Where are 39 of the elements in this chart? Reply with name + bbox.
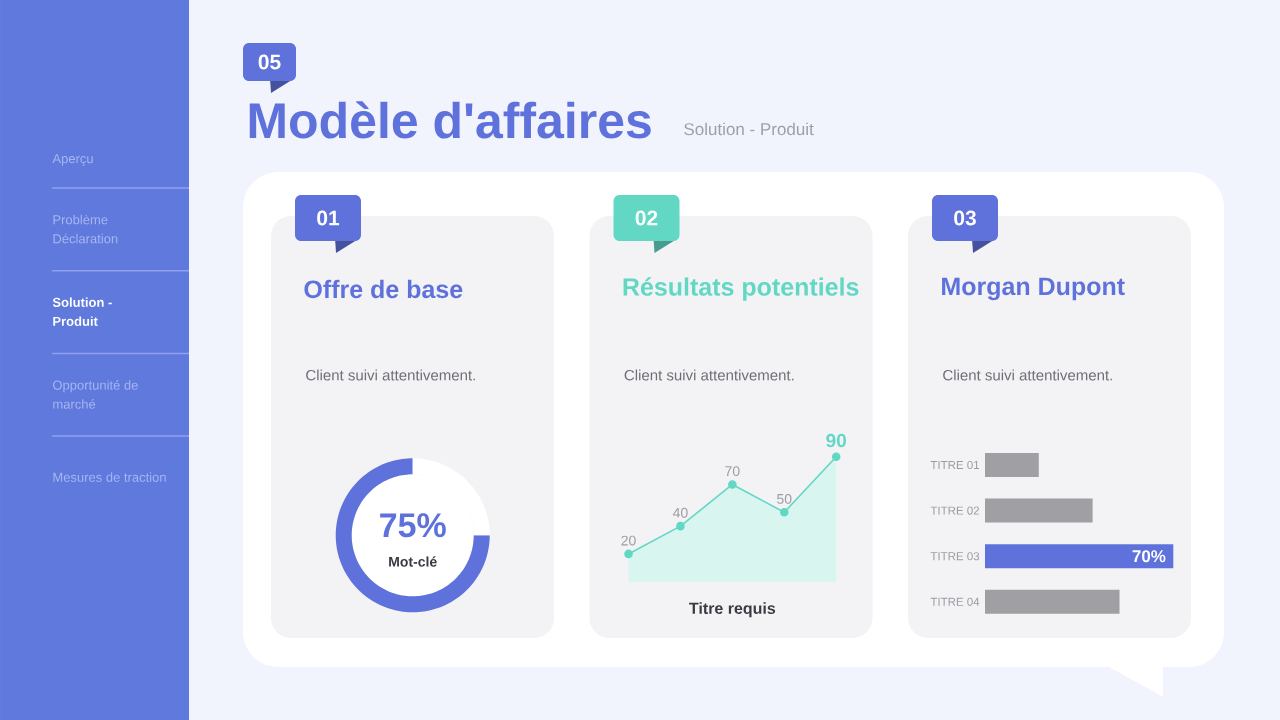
text: Modèle d'affaires (249, 101, 651, 139)
y-tick-label: TITRE 04 (930, 597, 980, 606)
text: Client suivi attentivement. (943, 369, 1112, 381)
data-label: 70% (1132, 550, 1166, 563)
point (779, 507, 789, 517)
text: Problème Déclaration (53, 214, 118, 244)
data-label: 40 (672, 507, 688, 518)
text: Client suivi attentivement. (624, 369, 794, 381)
bar (985, 589, 1120, 614)
chart-title: Offre de base (304, 279, 463, 299)
point (728, 480, 737, 489)
text: Mesures de traction (53, 472, 166, 482)
data-label: 70 (725, 466, 740, 477)
text: 02 (635, 210, 658, 226)
chart-title: Morgan Dupont (942, 277, 1125, 301)
text: 01 (317, 210, 340, 226)
y-tick-label: TITRE 02 (930, 506, 980, 515)
point (676, 521, 685, 531)
bar (985, 544, 1174, 569)
text: Client suivi attentivement. (306, 369, 475, 381)
text: Solution - Produit (684, 122, 814, 136)
text: 05 (258, 54, 281, 70)
chart-title: Résultats potentiels (623, 277, 859, 301)
data-label: 20 (621, 535, 636, 546)
point (624, 549, 633, 559)
point (831, 452, 841, 462)
text: Aperçu (52, 154, 93, 166)
y-tick-label: TITRE 01 (930, 460, 980, 470)
text: Opportunité de marché (53, 380, 138, 409)
data-label: 90 (826, 433, 846, 448)
text: 03 (954, 210, 976, 226)
slice-label: Mot-clé (389, 556, 437, 567)
bar (985, 453, 1039, 477)
x-axis-title: Titre requis (689, 602, 776, 618)
data-label: 50 (777, 493, 792, 504)
data-label: 75% (380, 513, 446, 538)
text: Solution - Produit (52, 297, 112, 326)
y-tick-label: TITRE 03 (930, 552, 980, 561)
bar (985, 498, 1093, 523)
